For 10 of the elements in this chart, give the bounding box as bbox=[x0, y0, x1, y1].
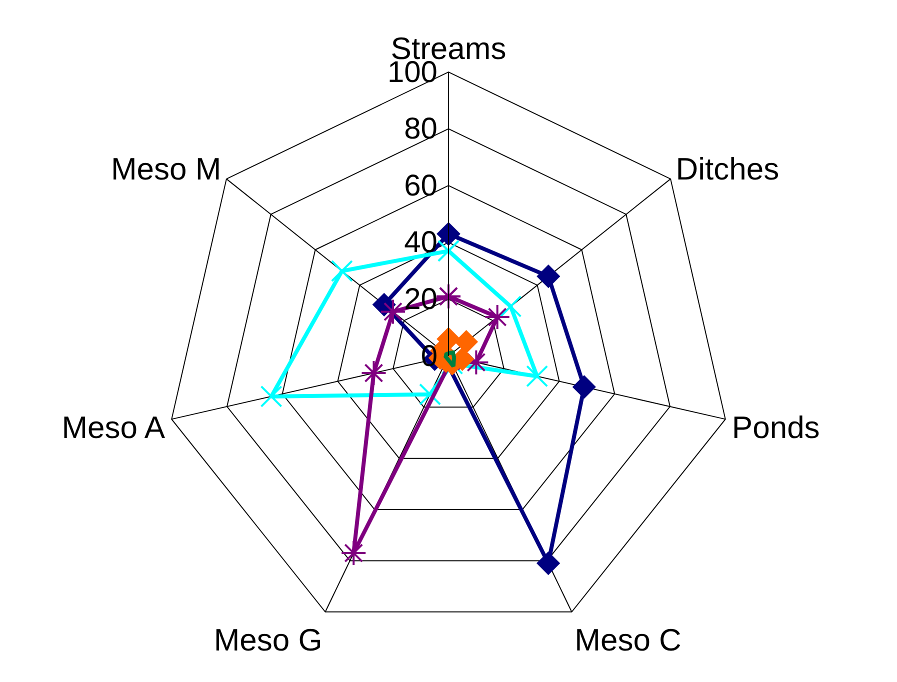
spoke-label: Ponds bbox=[732, 410, 820, 446]
spoke-label: Ditches bbox=[676, 151, 780, 186]
y-tick-label: 60 bbox=[404, 169, 438, 202]
spoke-label: Meso C bbox=[574, 622, 682, 658]
y-tick-label: 80 bbox=[404, 112, 438, 146]
spoke-label: Meso M bbox=[110, 151, 222, 186]
y-tick-label: 0 bbox=[420, 340, 438, 373]
spoke-label: Meso G bbox=[214, 622, 322, 658]
y-tick-label: 40 bbox=[404, 226, 438, 260]
spoke-label: Meso A bbox=[62, 410, 166, 446]
